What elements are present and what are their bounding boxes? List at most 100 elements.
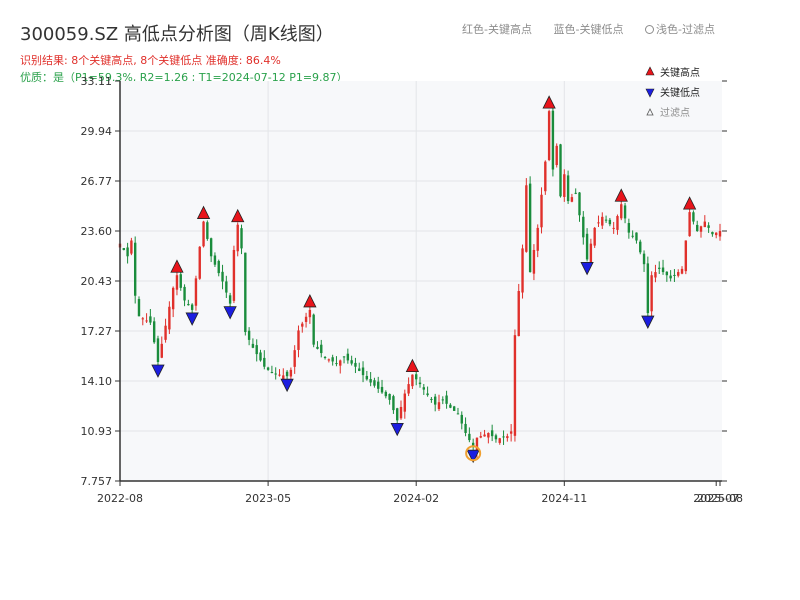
candle-body — [452, 406, 456, 411]
x-tick-label: 2023-05 — [245, 492, 291, 505]
candle-body — [278, 374, 281, 376]
legend-label: 关键低点 — [660, 86, 700, 99]
key-low-marker — [580, 262, 594, 276]
candle-body — [194, 278, 198, 306]
key-high-marker — [682, 196, 697, 210]
y-tick-label: 33.11 — [81, 75, 113, 88]
candle-body — [365, 375, 369, 380]
candle-body — [301, 323, 304, 327]
candle-body — [232, 249, 236, 301]
candle-body — [479, 436, 482, 438]
candle-body — [635, 232, 638, 241]
candle-body — [658, 267, 661, 269]
candle-body — [589, 243, 593, 264]
candle-body — [677, 272, 680, 276]
candle-body — [540, 194, 543, 228]
candle-body — [449, 404, 452, 408]
candle-body — [517, 290, 520, 337]
candle-body — [456, 413, 460, 415]
candle-body — [555, 145, 558, 166]
candle-body — [304, 316, 308, 322]
y-tick-label: 17.27 — [81, 325, 113, 338]
candle-body — [642, 253, 646, 265]
candle-body — [149, 316, 152, 323]
candle-body — [240, 228, 243, 249]
candle-body — [639, 241, 642, 253]
key-low-marker — [151, 364, 165, 378]
candle-body — [274, 373, 277, 375]
candle-body — [346, 353, 350, 361]
candle-body — [392, 396, 395, 411]
candle-body — [187, 304, 190, 306]
y-tick-label: 7.757 — [81, 475, 113, 488]
candle-body — [358, 368, 361, 371]
key-low-marker — [185, 312, 199, 326]
candle-body — [680, 268, 684, 274]
candle-body — [627, 223, 631, 233]
candle-body — [684, 240, 688, 272]
candle-body — [396, 408, 399, 421]
candle-body — [156, 338, 160, 362]
candle-body — [380, 386, 384, 393]
candle-body — [331, 357, 334, 362]
x-tick-label: 2024-02 — [393, 492, 439, 505]
candle-body — [221, 271, 224, 282]
candle-body — [620, 204, 623, 219]
candle-body — [312, 314, 315, 345]
candle-body — [183, 286, 186, 301]
y-tick-label: 26.77 — [81, 175, 113, 188]
candle-body — [285, 371, 289, 377]
candle-body — [236, 224, 239, 252]
candle-body — [316, 346, 319, 349]
candle-body — [483, 434, 486, 437]
key-low-marker — [223, 306, 237, 320]
candle-body — [623, 205, 627, 219]
candle-body — [715, 232, 718, 236]
candle-body — [415, 374, 418, 380]
candle-body — [544, 161, 547, 192]
candle-body — [650, 275, 653, 312]
candle-body — [171, 287, 175, 310]
candle-body — [354, 362, 357, 367]
candle-body — [175, 275, 179, 290]
candle-body — [293, 350, 296, 367]
candle-body — [703, 221, 707, 228]
candle-body — [532, 249, 536, 274]
markers — [151, 95, 697, 464]
candle-body — [574, 192, 577, 194]
candle-body — [308, 309, 312, 318]
candle-body — [225, 281, 228, 293]
candle-body — [213, 255, 217, 265]
candle-body — [673, 274, 676, 276]
x-tick-label: 2022-08 — [97, 492, 143, 505]
candle-body — [247, 330, 251, 340]
candle-body — [384, 391, 388, 397]
legend-high-icon — [645, 66, 655, 76]
key-high-marker — [196, 205, 211, 219]
candle-body — [521, 248, 524, 293]
candle-body — [699, 226, 703, 232]
candle-body — [692, 212, 695, 222]
legend-label: 过滤点 — [660, 106, 690, 119]
x-tick-label: 2024-11 — [541, 492, 587, 505]
candle-body — [616, 216, 619, 230]
quality-info-text: 优质：是（P1=59.3%, R2=1.26 ; T1=2024-07-12 P… — [20, 71, 348, 84]
candle-body — [502, 436, 505, 438]
candle-body — [126, 247, 129, 257]
candle-body — [228, 295, 232, 304]
candle-body — [130, 240, 133, 254]
candle-body — [202, 221, 205, 247]
candle-body — [547, 111, 551, 161]
candle-body — [164, 325, 167, 340]
candle-body — [585, 233, 589, 260]
candle-body — [152, 321, 156, 343]
candle-body — [570, 197, 574, 202]
candle-body — [335, 363, 338, 365]
grid-lines — [120, 81, 722, 481]
key-low-marker — [466, 449, 480, 464]
y-tick-label: 29.94 — [81, 125, 113, 138]
candle-body — [251, 343, 255, 348]
candle-body — [487, 432, 490, 438]
key-low-marker — [280, 378, 294, 393]
